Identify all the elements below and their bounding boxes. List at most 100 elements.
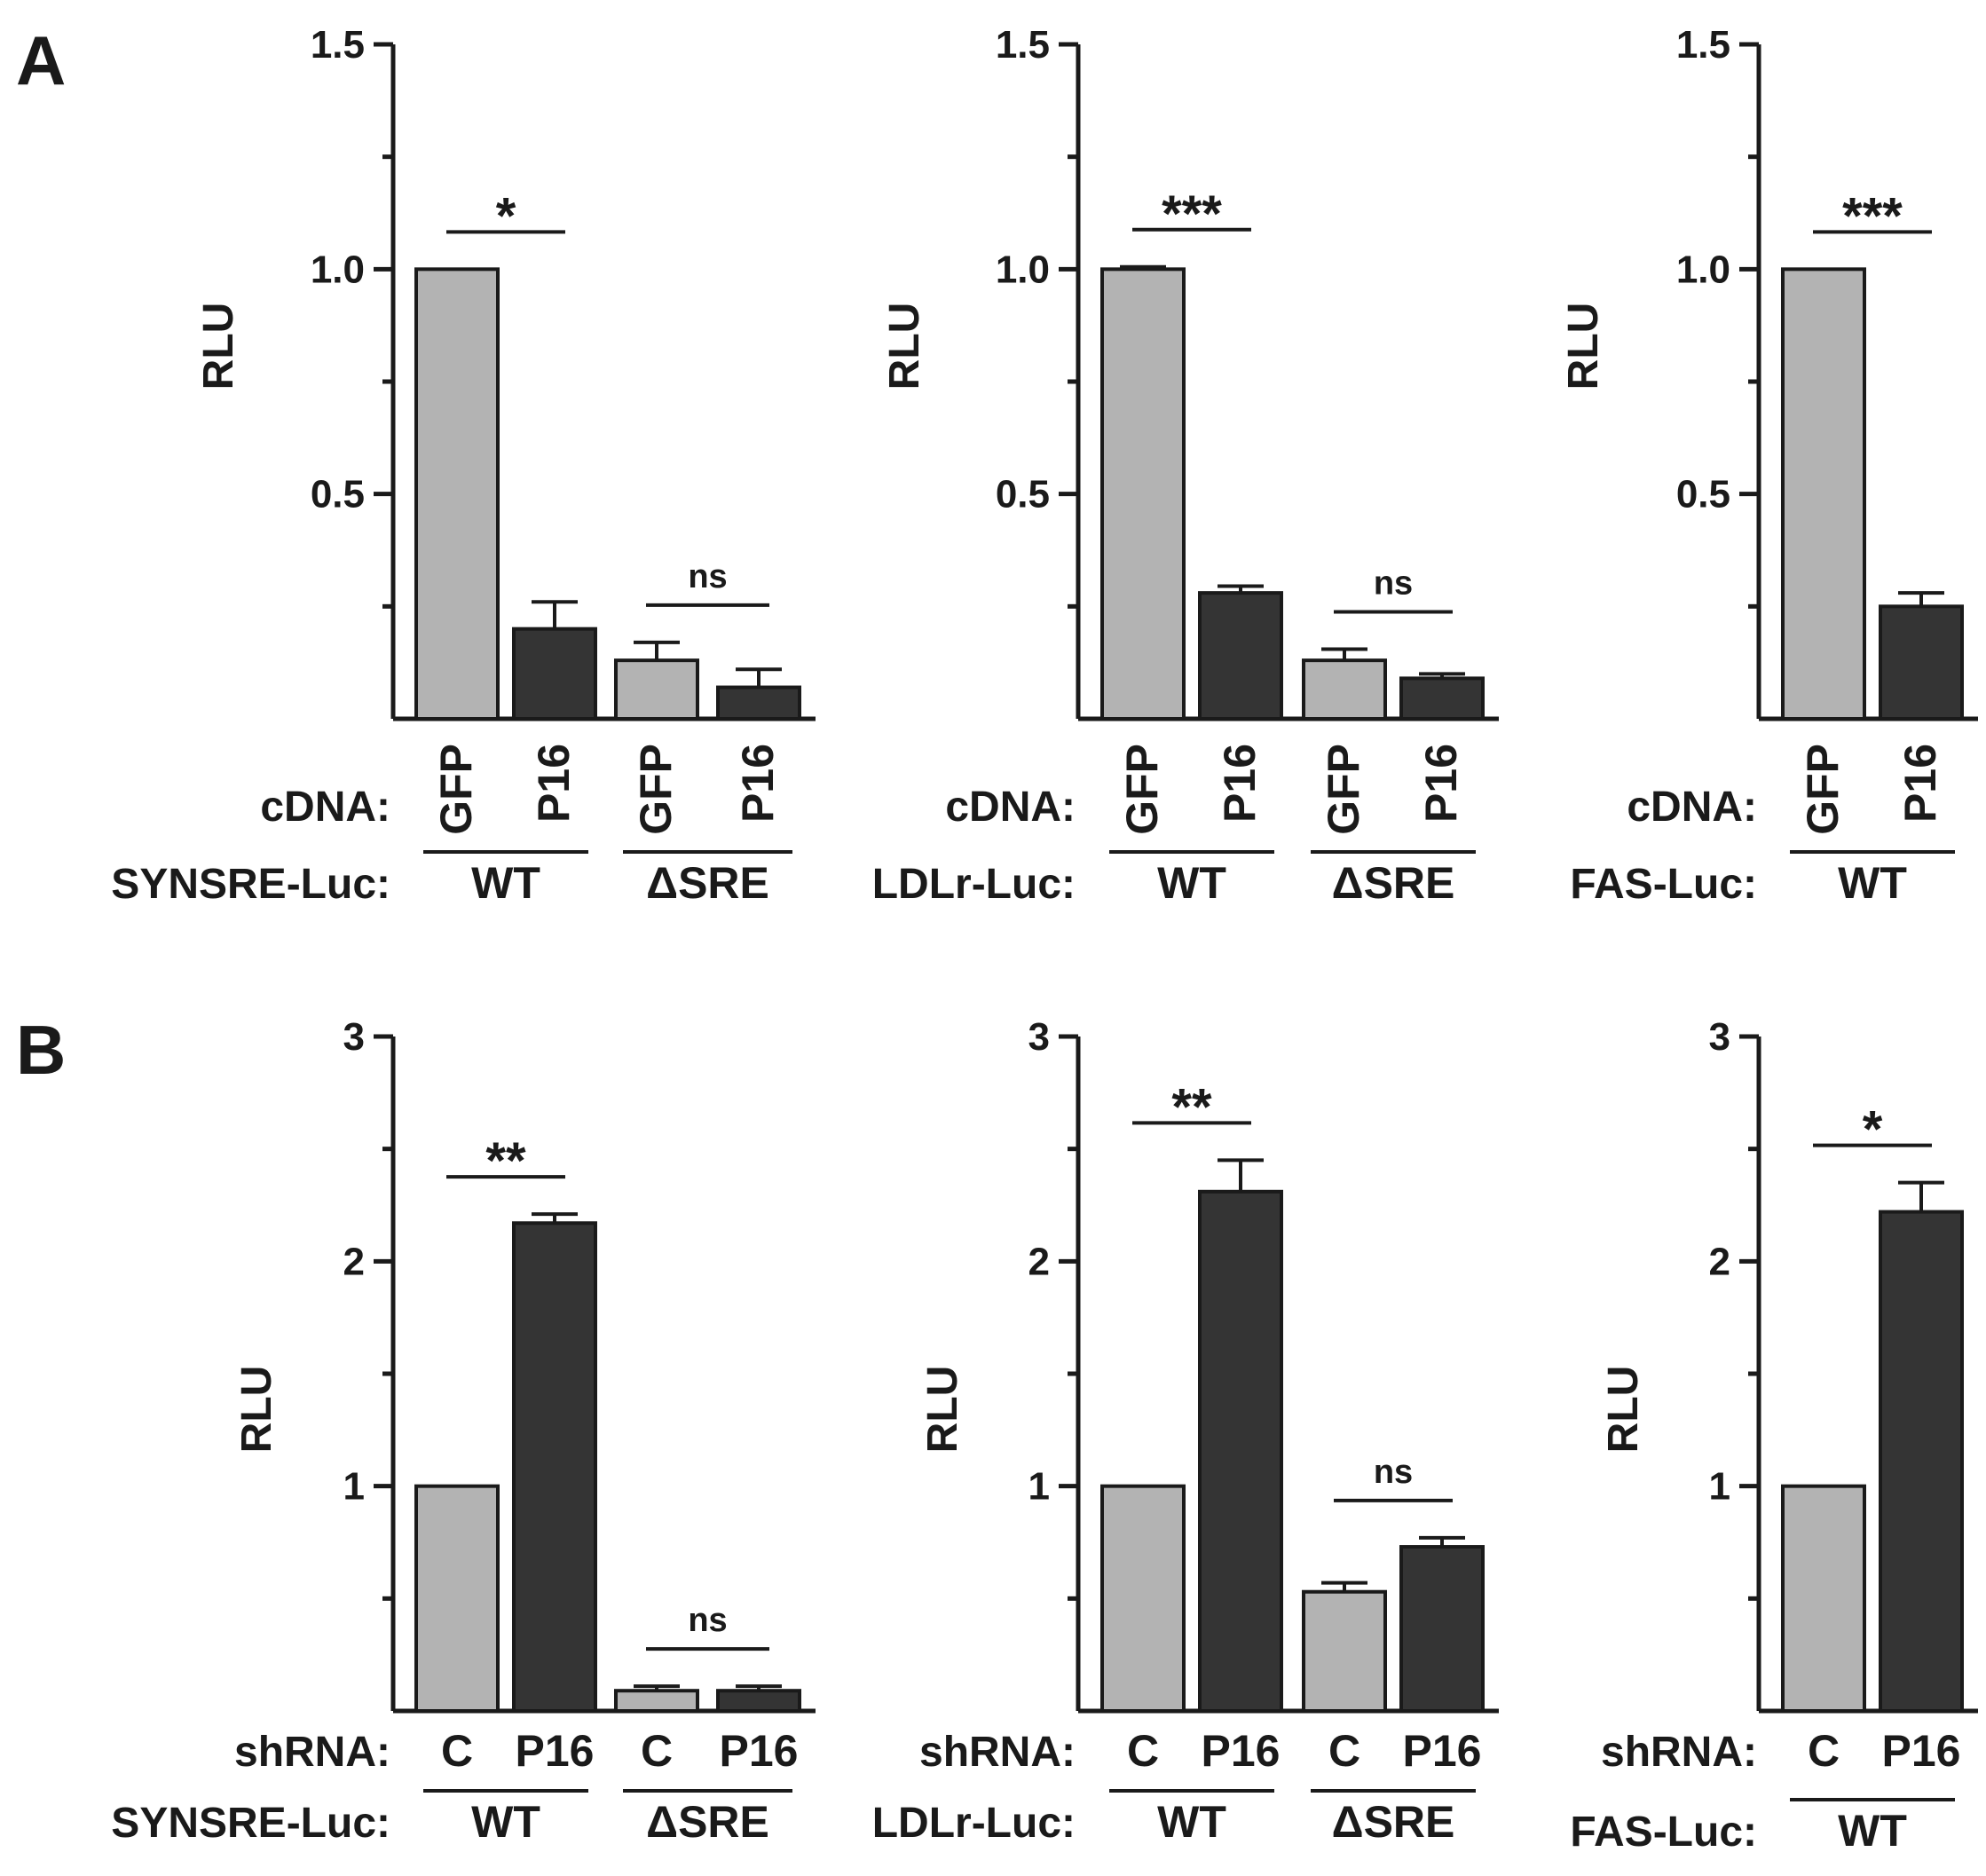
category-row-title: cDNA: <box>945 784 1076 831</box>
bar-1 <box>1100 267 1186 721</box>
y-tick-label: 1.5 <box>1676 23 1730 67</box>
category-row-title: shRNA: <box>234 1729 390 1776</box>
category-label: GFP <box>431 744 481 835</box>
chart-a1: 0.5 1.0 1.5 RLU * ns GFP P16 GFP P16 cDNA: SYNSRE-L… <box>111 23 816 908</box>
significance-label: ns <box>688 558 727 595</box>
reporter-row-title: LDLr-Luc: <box>872 1800 1076 1847</box>
reporter-row-title: SYNSRE-Luc: <box>111 1800 390 1847</box>
y-axis-title: RLU <box>919 1366 966 1454</box>
panel-letter-b: B <box>16 1011 66 1089</box>
category-label: P16 <box>1202 1726 1281 1776</box>
category-label: GFP <box>1319 744 1368 835</box>
y-tick-label: 1.5 <box>996 23 1050 67</box>
bar-2 <box>512 627 597 721</box>
bar-2 <box>1198 591 1283 721</box>
y-axis-title: RLU <box>1560 303 1607 390</box>
bar-1 <box>1100 1484 1186 1713</box>
bar-4 <box>1399 676 1485 721</box>
category-label: P16 <box>516 1726 595 1776</box>
group-label: ΔSRE <box>1332 858 1455 908</box>
y-tick-label: 2 <box>1709 1240 1730 1283</box>
group-label: ΔSRE <box>646 858 769 908</box>
bar-1 <box>1781 267 1866 721</box>
bar-1 <box>414 1484 500 1713</box>
chart-a3: 0.5 1.0 1.5 RLU *** GFP P16 cDNA: FAS-Luc: WT <box>1560 23 1978 908</box>
y-tick-label: 1.0 <box>996 248 1050 291</box>
chart-b2: 1 2 3 RLU ** ns C P16 C P16 shRNA: LDLr-Luc: WT ΔSRE <box>872 1015 1499 1847</box>
category-label: C <box>1328 1726 1360 1776</box>
significance-label: ns <box>688 1602 727 1639</box>
significance-label: ns <box>1374 564 1413 602</box>
y-tick-label: 1 <box>343 1465 365 1509</box>
bar-1 <box>414 267 500 721</box>
bar-3 <box>1302 658 1387 721</box>
category-label: GFP <box>1117 744 1167 835</box>
group-label: ΔSRE <box>1332 1797 1455 1847</box>
significance-label: ** <box>485 1132 526 1190</box>
group-label: WT <box>1157 1797 1226 1847</box>
y-tick-label: 2 <box>1028 1240 1050 1283</box>
bar-1 <box>1781 1484 1866 1713</box>
category-row-title: shRNA: <box>919 1729 1076 1776</box>
significance-label: * <box>496 187 516 245</box>
category-row-title: cDNA: <box>260 784 390 831</box>
category-label: P16 <box>1895 744 1945 823</box>
y-axis-title: RLU <box>1600 1366 1647 1454</box>
group-label: ΔSRE <box>646 1797 769 1847</box>
y-tick-label: 3 <box>1028 1015 1050 1059</box>
bar-4 <box>1399 1545 1485 1713</box>
bar-2 <box>1198 1189 1283 1714</box>
bar-2 <box>512 1221 597 1714</box>
y-tick-label: 1.0 <box>311 248 365 291</box>
bar-3 <box>614 1689 699 1713</box>
y-axis-title: RLU <box>233 1366 280 1454</box>
bar-2 <box>1879 1210 1964 1713</box>
category-label: P16 <box>529 744 579 823</box>
significance-label: *** <box>1842 187 1903 245</box>
reporter-row-title: FAS-Luc: <box>1570 1809 1757 1856</box>
bar-2 <box>1879 604 1964 721</box>
group-label: WT <box>1838 1806 1907 1856</box>
category-label: C <box>1127 1726 1159 1776</box>
category-label: P16 <box>1215 744 1265 823</box>
bar-3 <box>614 658 699 721</box>
group-label: WT <box>1838 858 1907 908</box>
category-label: P16 <box>1403 1726 1482 1776</box>
significance-label: ** <box>1171 1078 1212 1136</box>
y-tick-label: 1 <box>1709 1465 1730 1509</box>
y-tick-label: 0.5 <box>1676 473 1730 516</box>
bar-4 <box>716 685 801 721</box>
y-tick-label: 0.5 <box>311 473 365 516</box>
category-label: C <box>1808 1726 1840 1776</box>
y-axis-title: RLU <box>881 303 928 390</box>
bar-4 <box>716 1689 801 1713</box>
y-tick-label: 0.5 <box>996 473 1050 516</box>
y-tick-label: 1 <box>1028 1465 1050 1509</box>
group-label: WT <box>1157 858 1226 908</box>
chart-b3: 1 2 3 RLU * C P16 shRNA: FAS-Luc: WT <box>1570 1015 1978 1856</box>
y-axis-title: RLU <box>195 303 242 390</box>
category-label: P16 <box>1416 744 1466 823</box>
category-label: C <box>441 1726 473 1776</box>
reporter-row-title: SYNSRE-Luc: <box>111 861 390 908</box>
reporter-row-title: LDLr-Luc: <box>872 861 1076 908</box>
y-tick-label: 3 <box>1709 1015 1730 1059</box>
y-tick-label: 1.0 <box>1676 248 1730 291</box>
significance-label: *** <box>1162 185 1222 243</box>
significance-label: ns <box>1374 1454 1413 1491</box>
category-label: P16 <box>1882 1726 1961 1776</box>
group-label: WT <box>471 1797 540 1847</box>
y-tick-label: 2 <box>343 1240 365 1283</box>
y-tick-label: 1.5 <box>311 23 365 67</box>
reporter-row-title: FAS-Luc: <box>1570 861 1757 908</box>
bar-3 <box>1302 1589 1387 1713</box>
chart-b1: 1 2 3 RLU ** ns C P16 C P16 shRNA: SYNSRE-Luc: WT ΔSR… <box>111 1015 816 1847</box>
category-label: C <box>641 1726 673 1776</box>
panel-letter-a: A <box>16 21 66 99</box>
category-label: GFP <box>631 744 681 835</box>
category-row-title: shRNA: <box>1601 1729 1757 1776</box>
category-row-title: cDNA: <box>1627 784 1757 831</box>
y-tick-label: 3 <box>343 1015 365 1059</box>
category-label: GFP <box>1798 744 1848 835</box>
